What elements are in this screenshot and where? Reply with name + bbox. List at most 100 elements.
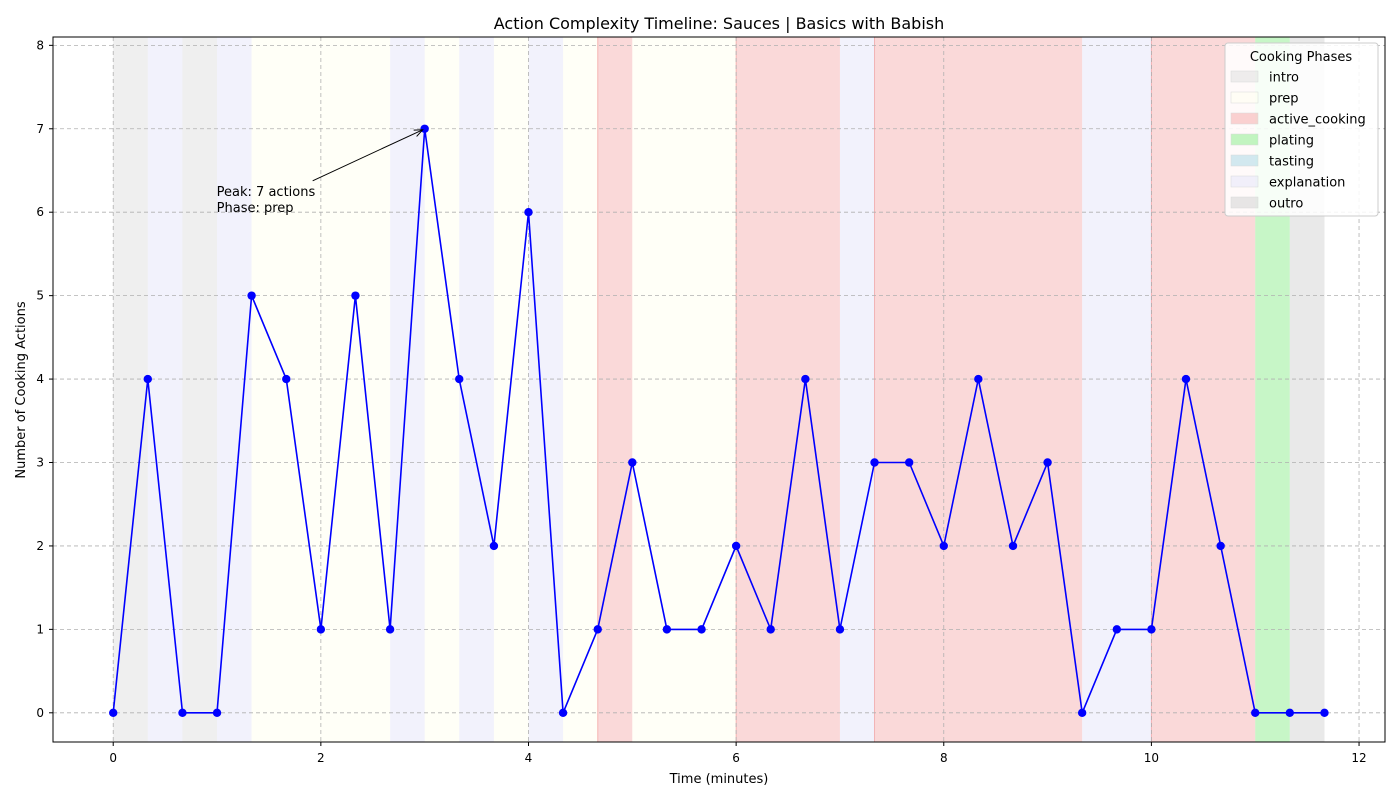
- y-tick-label: 4: [36, 372, 44, 386]
- data-point: [835, 625, 845, 634]
- legend-label-intro: intro: [1269, 71, 1299, 86]
- data-point: [1077, 708, 1087, 717]
- y-axis-ticks: 0 1 2 3 4 5 6 7 8: [36, 38, 53, 720]
- legend-label-explanation: explanation: [1269, 176, 1345, 191]
- data-point: [1008, 541, 1018, 551]
- y-tick-label: 1: [36, 622, 44, 636]
- data-point: [1285, 708, 1294, 717]
- y-tick-label: 5: [36, 289, 44, 303]
- chart-title: Action Complexity Timeline: Sauces | Bas…: [494, 14, 944, 33]
- data-point: [628, 458, 637, 467]
- data-point: [316, 625, 326, 634]
- data-point: [455, 374, 464, 384]
- phase-span-prep: [563, 37, 598, 742]
- legend-label-prep: prep: [1269, 92, 1299, 107]
- legend-swatch-prep: [1230, 91, 1259, 104]
- data-point: [1216, 541, 1225, 551]
- legend: Cooking Phases intro prep active_cookingpl…: [1224, 42, 1379, 217]
- legend-swatch-explanation: [1230, 175, 1259, 188]
- data-point: [904, 458, 914, 467]
- legend-swatch-tasting: [1230, 154, 1259, 167]
- data-point: [1147, 625, 1156, 634]
- data-point: [282, 374, 291, 384]
- x-axis-label: Time (minutes): [669, 772, 769, 787]
- legend-label-outro: outro: [1269, 197, 1303, 212]
- legend-swatch-active_cooking: [1230, 112, 1259, 125]
- x-tick-label: 2: [317, 751, 325, 765]
- phase-spans: [113, 37, 1325, 742]
- phase-span-explanation: [839, 37, 875, 742]
- data-point: [974, 374, 983, 384]
- phase-span-intro: [113, 37, 148, 742]
- legend-label-tasting: tasting: [1269, 155, 1314, 170]
- y-tick-label: 0: [36, 706, 44, 720]
- legend-title: Cooking Phases: [1250, 50, 1353, 65]
- annotation-arrowhead: [413, 129, 424, 137]
- x-axis-ticks: 0 2 4 6 8 10 12: [109, 742, 1367, 765]
- data-point: [212, 708, 222, 717]
- legend-swatch-outro: [1230, 196, 1259, 209]
- data-point: [1112, 625, 1122, 634]
- y-tick-label: 7: [36, 122, 44, 136]
- phase-span-explanation: [1082, 37, 1152, 742]
- data-point: [731, 541, 741, 551]
- x-tick-label: 8: [940, 751, 948, 765]
- data-point: [939, 541, 948, 551]
- data-point: [1320, 708, 1329, 717]
- y-tick-label: 3: [36, 456, 44, 470]
- phase-span-prep: [424, 37, 460, 742]
- legend-label-active_cooking: active_cooking: [1269, 113, 1366, 128]
- data-point: [593, 625, 602, 634]
- legend-swatch-plating: [1230, 133, 1259, 146]
- annotation-line-2: Phase: prep: [217, 201, 294, 216]
- data-point: [109, 708, 118, 717]
- data-point: [524, 208, 533, 217]
- data-point: [143, 374, 152, 384]
- series-line: [112, 128, 1325, 716]
- series-line-layer: [112, 128, 1325, 716]
- data-point: [697, 625, 706, 634]
- data-point: [801, 374, 810, 384]
- legend-box: [1224, 42, 1379, 217]
- y-axis-label: Number of Cooking Actions: [14, 301, 29, 478]
- phase-span-active_cooking: [874, 37, 1083, 742]
- phase-span-explanation: [147, 37, 183, 742]
- x-tick-label: 4: [525, 751, 533, 765]
- data-points: [109, 124, 1329, 717]
- data-point: [1181, 374, 1191, 384]
- peak-annotation: Peak: 7 actions Phase: prep: [217, 129, 424, 216]
- phase-span-explanation: [459, 37, 494, 742]
- data-point: [766, 625, 775, 634]
- data-point: [1251, 708, 1260, 717]
- y-tick-label: 8: [36, 38, 44, 52]
- annotation-arrow: [312, 129, 423, 182]
- data-point: [489, 541, 499, 551]
- y-tick-label: 6: [36, 205, 44, 219]
- phase-span-active_cooking: [597, 37, 633, 742]
- y-tick-label: 2: [36, 539, 44, 553]
- annotation-line-1: Peak: 7 actions: [217, 185, 316, 200]
- phase-span-intro: [182, 37, 218, 742]
- data-point: [247, 291, 256, 300]
- x-tick-label: 10: [1144, 751, 1159, 765]
- legend-swatch-intro: [1230, 70, 1259, 83]
- data-point: [178, 708, 187, 717]
- phase-span-explanation: [217, 37, 252, 742]
- data-point: [351, 291, 360, 300]
- x-tick-label: 12: [1351, 751, 1366, 765]
- legend-label-plating: plating: [1269, 134, 1314, 149]
- data-point: [1043, 458, 1052, 467]
- data-point: [870, 458, 879, 467]
- phase-span-prep: [632, 37, 737, 742]
- data-point: [385, 625, 395, 634]
- phase-span-active_cooking: [736, 37, 840, 742]
- phase-span-prep: [493, 37, 529, 742]
- plot-frame: [52, 36, 1386, 743]
- x-tick-label: 0: [109, 751, 117, 765]
- data-point: [558, 708, 568, 717]
- x-tick-label: 6: [732, 751, 740, 765]
- data-point: [662, 625, 672, 634]
- data-point: [420, 124, 429, 133]
